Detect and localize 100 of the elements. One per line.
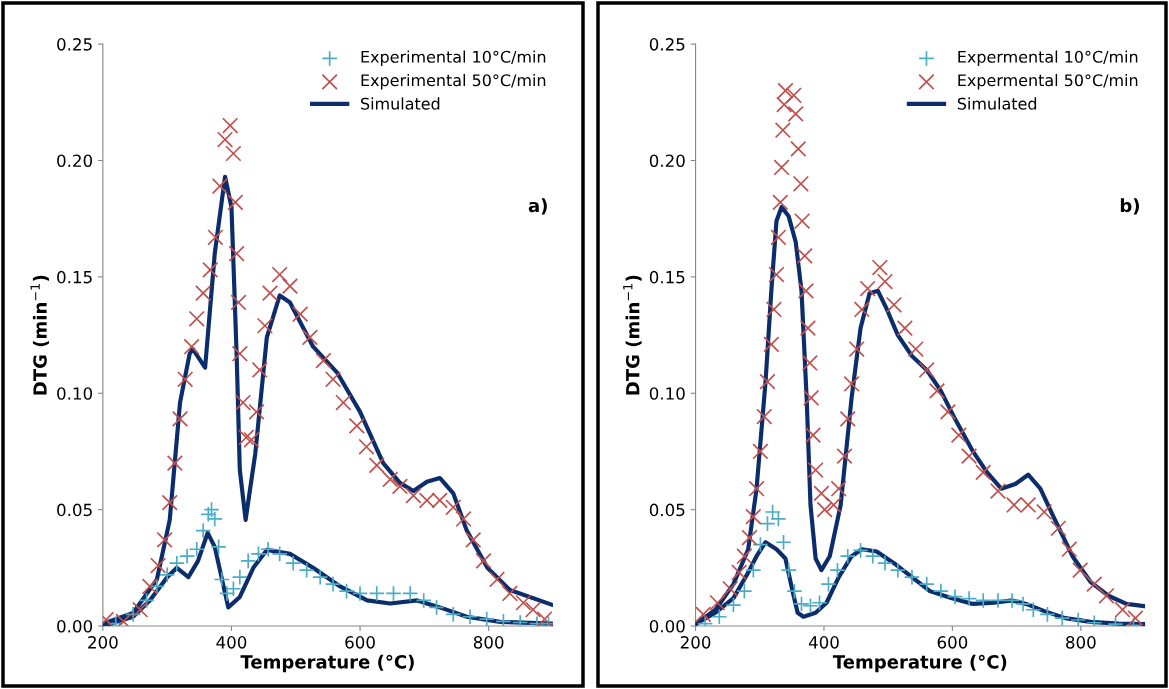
y-tick-label: 0.05: [57, 503, 92, 517]
point: [725, 596, 742, 614]
point: [512, 614, 529, 627]
point: [156, 531, 173, 549]
point: [1014, 595, 1032, 613]
point: [203, 501, 220, 518]
y-tick-label: 0.15: [57, 270, 92, 284]
legend-label: Simulated: [957, 97, 1037, 110]
point: [358, 438, 375, 455]
point: [202, 261, 219, 279]
y-axis-title: DTG (min$^{−1}$): [30, 275, 49, 395]
point: [200, 506, 217, 523]
point: [281, 278, 299, 295]
point: [820, 576, 837, 593]
point: [124, 606, 142, 623]
point: [188, 310, 205, 327]
y-tick-label: 0.10: [57, 387, 93, 400]
point: [488, 571, 506, 588]
point: [271, 545, 288, 562]
x-tick-label: 600: [345, 636, 375, 649]
point: [852, 542, 869, 559]
point: [1039, 606, 1056, 623]
point: [141, 578, 158, 595]
point: [975, 592, 992, 609]
point: [903, 569, 921, 586]
point: [166, 454, 184, 472]
point: [1070, 611, 1087, 627]
point: [385, 585, 402, 602]
point: [455, 510, 472, 528]
point: [802, 597, 819, 614]
x-tick-label: 400: [808, 636, 839, 649]
point: [764, 503, 781, 521]
point: [770, 510, 787, 528]
point: [206, 510, 223, 528]
point: [445, 499, 462, 516]
y-tick-label: 0.00: [649, 619, 685, 633]
point: [271, 266, 288, 283]
y-tick-label: 0.20: [57, 154, 93, 168]
point: [515, 594, 532, 611]
point: [161, 494, 178, 511]
point: [324, 576, 342, 593]
point: [445, 606, 462, 623]
point: [1003, 592, 1021, 609]
point: [759, 515, 776, 532]
point: [216, 131, 234, 148]
point: [222, 117, 239, 134]
y-tick-label: 0.00: [57, 619, 93, 633]
point: [1025, 601, 1042, 618]
point: [335, 394, 352, 411]
point: [786, 582, 803, 600]
point: [839, 548, 856, 565]
point: [228, 245, 245, 262]
point: [811, 594, 828, 611]
point: [495, 613, 512, 627]
point: [256, 317, 274, 334]
point: [864, 548, 881, 565]
point: [210, 538, 227, 556]
y-tick-label: 0.25: [57, 38, 92, 51]
annotation: a): [528, 198, 547, 215]
point: [138, 592, 155, 609]
point: [231, 569, 248, 586]
y-tick-label: 0.05: [649, 503, 685, 517]
x-tick-label: 600: [937, 636, 968, 649]
point: [524, 601, 542, 618]
point: [918, 576, 935, 593]
point: [415, 592, 432, 609]
point: [177, 371, 194, 388]
point: [876, 555, 894, 572]
x-axis-title: Temperature (°C): [240, 654, 414, 673]
legend-label: Expermental 50°C/min: [958, 73, 1138, 90]
point: [338, 582, 355, 600]
point: [932, 582, 949, 600]
point: [711, 608, 728, 625]
point: [234, 394, 252, 411]
point: [465, 531, 482, 549]
y-axis-title: DTG (min$^{−1}$): [623, 275, 642, 395]
y-tick-label: 0.15: [649, 270, 685, 284]
point: [736, 582, 753, 600]
annotation: b): [1120, 198, 1139, 215]
point: [391, 478, 409, 495]
point: [351, 585, 369, 602]
legend-label: Experimental 10°C/min: [361, 50, 546, 66]
point: [382, 471, 399, 488]
point: [775, 534, 792, 551]
y-tick-label: 0.20: [649, 154, 685, 168]
point: [251, 361, 268, 379]
point: [752, 536, 769, 553]
point: [227, 194, 244, 211]
point: [292, 305, 309, 323]
y-tick-label: 0.25: [649, 38, 685, 51]
point: [793, 595, 810, 613]
point: [225, 145, 242, 162]
x-tick-label: 800: [473, 636, 504, 649]
point: [315, 352, 332, 369]
x-tick-label: 200: [88, 636, 118, 649]
point: [248, 403, 265, 420]
point: [989, 592, 1007, 609]
x-tick-label: 200: [680, 636, 711, 649]
point: [536, 610, 553, 627]
point: [150, 557, 167, 574]
